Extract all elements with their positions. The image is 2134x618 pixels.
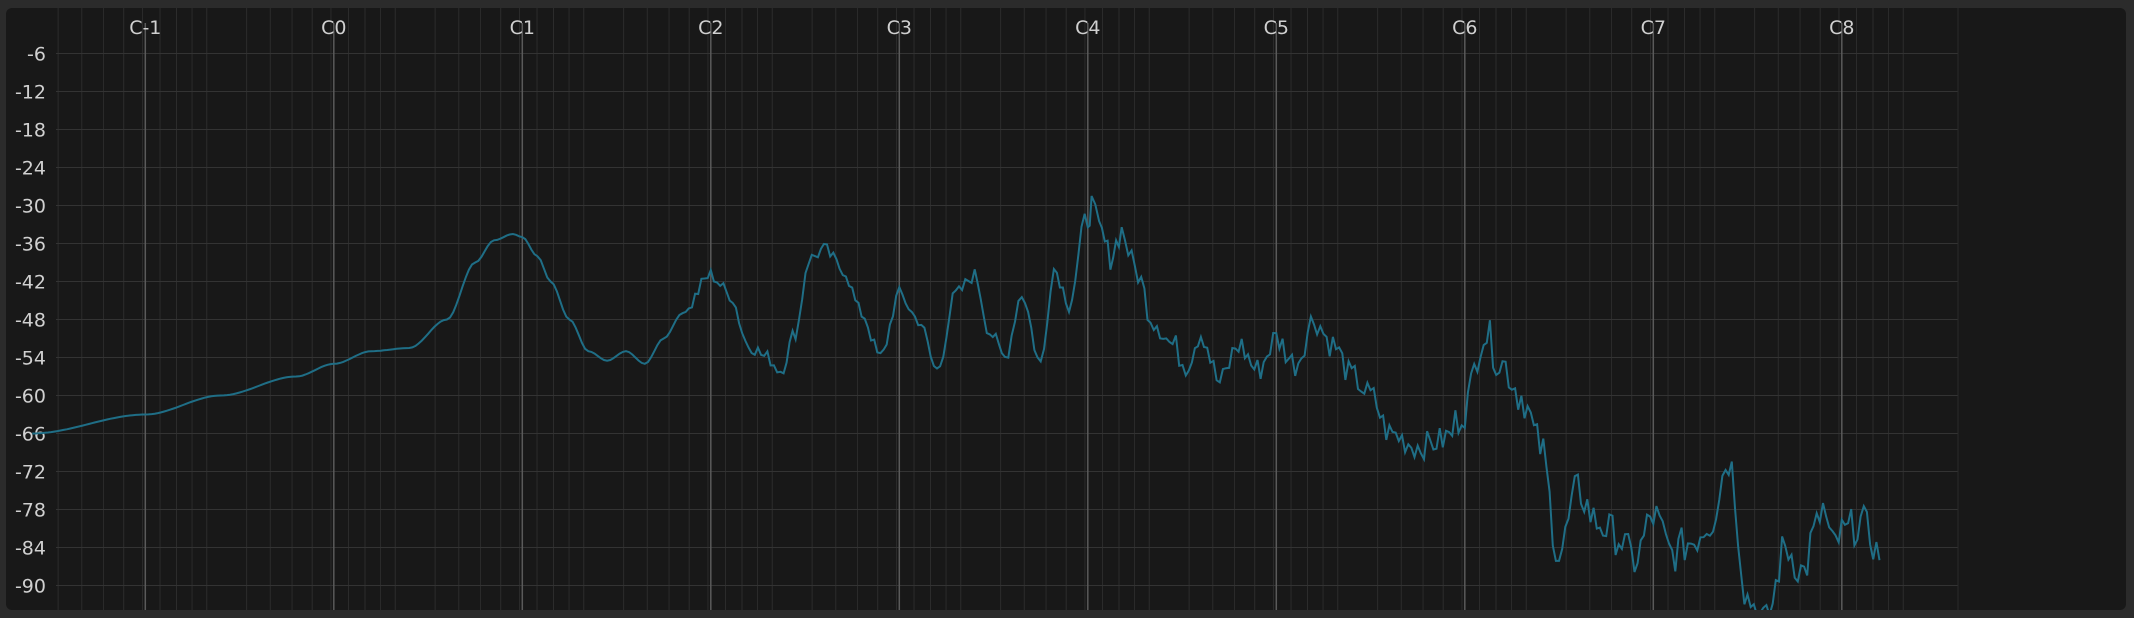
y-tick-label: -18 [15,120,46,142]
y-tick-label: -6 [27,44,46,66]
x-tick-label: C7 [1641,17,1666,39]
x-tick-label: C4 [1075,17,1100,39]
y-tick-label: -78 [15,500,46,522]
y-tick-label: -48 [15,310,46,332]
spectrum-analyzer-panel: -6 -12 -18 -24 -30 -36 -42 -48 -54 -60 -66 -72 -78 -8… [6,8,2126,610]
y-tick-label: -24 [15,158,46,180]
y-axis-tick-labels: -6 -12 -18 -24 -30 -36 -42 -48 -54 -60 -66 -72 -78 -8… [15,44,46,598]
spectrum-line [32,195,1881,610]
y-tick-label: -66 [15,424,46,446]
y-tick-label: -42 [15,272,46,294]
y-tick-label: -72 [15,462,46,484]
minor-gridlines [57,8,1904,610]
x-tick-label: C6 [1452,17,1477,39]
x-tick-label: C3 [887,17,912,39]
y-tick-label: -84 [15,538,46,560]
x-tick-label: C5 [1264,17,1289,39]
x-tick-label: C1 [510,17,535,39]
y-tick-label: -36 [15,234,46,256]
x-tick-label: C2 [698,17,723,39]
y-tick-label: -60 [15,386,46,408]
x-tick-label: C0 [321,17,346,39]
major-gridlines [56,8,1959,610]
spectrum-chart: -6 -12 -18 -24 -30 -36 -42 -48 -54 -60 -66 -72 -78 -8… [15,8,1959,610]
x-axis-tick-labels: C-1 C0 C1 C2 C3 C4 C5 C6 C7 C8 [129,17,1854,39]
y-tick-label: -30 [15,196,46,218]
x-tick-label: C8 [1829,17,1854,39]
x-tick-label: C-1 [129,17,161,39]
y-tick-label: -90 [15,576,46,598]
y-tick-label: -54 [15,348,46,370]
y-tick-label: -12 [15,82,46,104]
